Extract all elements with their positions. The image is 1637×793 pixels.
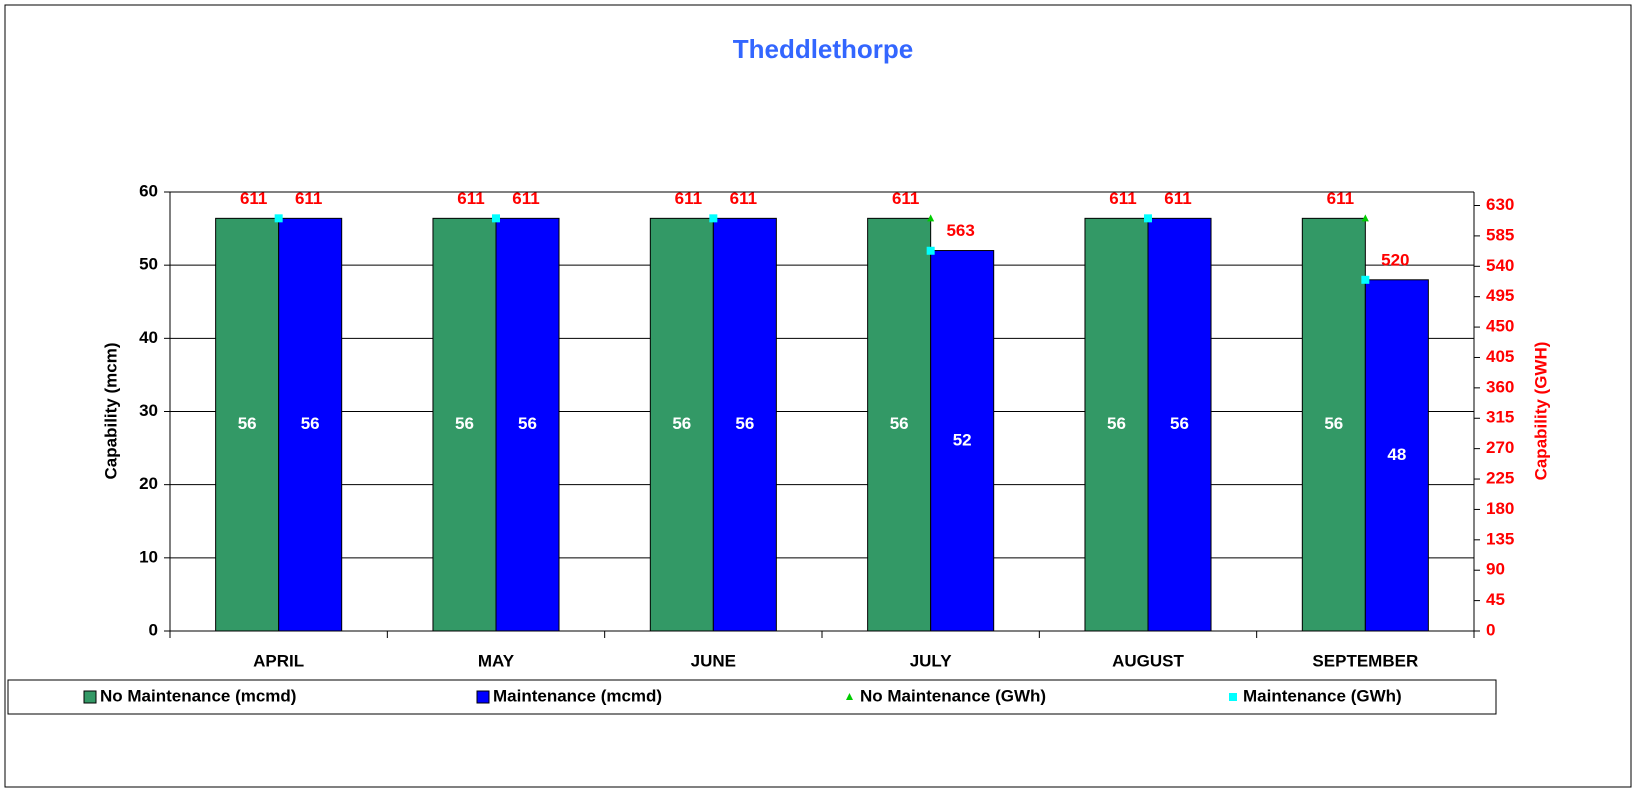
y2-tick-label: 540 [1486,256,1514,275]
bar-value-label: 56 [238,414,257,433]
x-tick-label: JULY [910,651,953,670]
point-value-label: 563 [946,221,974,240]
y2-tick-label: 495 [1486,286,1514,305]
bar-value-label: 52 [953,430,972,449]
bar-value-label: 56 [890,414,909,433]
bar [495,217,560,632]
marker [274,214,283,223]
y-tick-label: 0 [149,620,158,639]
y2-tick-label: 135 [1486,529,1514,548]
y2-tick-label: 585 [1486,225,1514,244]
bar [649,217,714,632]
x-tick-label: MAY [478,651,515,670]
bar [867,217,932,632]
bar-value-label: 56 [301,414,320,433]
marker [1361,275,1370,284]
point-value-label: 611 [1109,189,1136,208]
legend-swatch [83,690,97,704]
x-tick-label: AUGUST [1112,651,1184,670]
x-tick-label: APRIL [253,651,304,670]
chart-title: Theddlethorpe [733,34,914,64]
y2-tick-label: 225 [1486,469,1514,488]
point-value-label: 611 [512,189,539,208]
bar [278,217,343,632]
y-tick-label: 50 [139,255,158,274]
y-tick-label: 60 [139,181,158,200]
bar [930,250,995,632]
y-tick-label: 30 [139,401,158,420]
marker [926,246,935,255]
x-tick-label: JUNE [691,651,736,670]
bar-value-label: 56 [518,414,537,433]
y2-tick-label: 315 [1486,408,1514,427]
point-value-label: 611 [457,189,484,208]
y2-tick-label: 270 [1486,438,1514,457]
point-value-label: 611 [675,189,702,208]
bar-value-label: 56 [455,414,474,433]
legend-swatch [1229,693,1237,701]
legend-label: No Maintenance (mcmd) [100,686,296,705]
bar [432,217,497,632]
legend-label: Maintenance (GWh) [1243,686,1402,705]
y2-tick-label: 180 [1486,499,1514,518]
y2-tick-label: 90 [1486,560,1505,579]
point-value-label: 611 [295,189,322,208]
y2-tick-label: 450 [1486,317,1514,336]
y2-tick-label: 630 [1486,195,1514,214]
bar [1147,217,1212,632]
y-tick-label: 40 [139,328,158,347]
marker [1361,214,1369,222]
y2-axis-label: Capability (GWH) [1531,342,1550,481]
bar-value-label: 56 [1170,414,1189,433]
y2-tick-label: 405 [1486,347,1514,366]
bar [1084,217,1149,632]
y-axis-label: Capability (mcm) [101,343,120,480]
bar [712,217,777,632]
y-tick-label: 20 [139,474,158,493]
legend-label: No Maintenance (GWh) [860,686,1046,705]
bar-value-label: 56 [672,414,691,433]
point-value-label: 611 [730,189,757,208]
legend-swatch [846,693,853,700]
bar-value-label: 48 [1387,445,1406,464]
bar [1301,217,1366,632]
x-tick-label: SEPTEMBER [1312,651,1418,670]
bar [1364,279,1429,632]
y-tick-label: 10 [139,547,158,566]
point-value-label: 611 [892,189,919,208]
y2-tick-label: 45 [1486,590,1505,609]
legend-box [7,679,1497,715]
marker [492,214,500,223]
bar [215,217,280,632]
y2-tick-label: 0 [1486,620,1495,639]
marker [709,214,718,223]
bar-value-label: 56 [1324,414,1343,433]
point-value-label: 520 [1381,250,1409,269]
point-value-label: 611 [1327,189,1354,208]
bar-value-label: 56 [735,414,754,433]
legend-swatch [476,690,490,704]
marker [1144,214,1152,223]
point-value-label: 611 [240,189,267,208]
legend-label: Maintenance (mcmd) [493,686,662,705]
marker [927,214,935,222]
y2-tick-label: 360 [1486,377,1514,396]
bar-value-label: 56 [1107,414,1126,433]
point-value-label: 611 [1164,189,1191,208]
